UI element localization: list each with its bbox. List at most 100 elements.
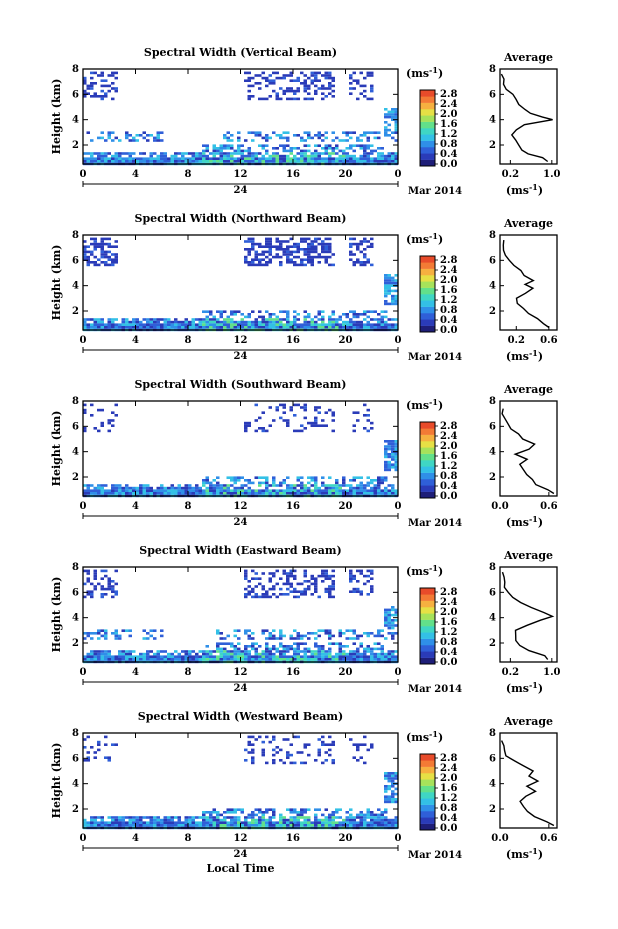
heatmap-cell <box>289 753 293 757</box>
average-x-label: (ms-1) <box>506 514 543 529</box>
heatmap-cell <box>100 323 104 326</box>
heatmap-cell <box>90 87 94 90</box>
heatmap-cell <box>307 818 311 822</box>
heatmap-cell <box>261 811 265 814</box>
heatmap-cell <box>345 320 349 324</box>
heatmap-cell <box>244 429 248 433</box>
heatmap-cell <box>202 489 206 492</box>
heatmap-cell <box>146 821 150 824</box>
heatmap-cell <box>331 492 335 495</box>
heatmap-cell <box>391 621 395 625</box>
heatmap-cell <box>387 468 391 472</box>
heatmap-cell <box>303 240 307 243</box>
heatmap-cell <box>156 821 160 824</box>
heatmap-cell <box>153 658 157 661</box>
heatmap-cell <box>363 134 367 137</box>
heatmap-cell <box>90 632 94 635</box>
heatmap-cell <box>366 74 370 77</box>
heatmap-cell <box>286 315 290 319</box>
heatmap-cell <box>205 318 209 321</box>
heatmap-cell <box>300 263 304 267</box>
heatmap-cell <box>247 313 251 316</box>
heatmap-cell <box>272 131 276 134</box>
heatmap-cell <box>219 315 223 319</box>
heatmap-cell <box>391 779 395 783</box>
heatmap-cell <box>202 811 206 814</box>
heatmap-cell <box>107 255 111 259</box>
heatmap-cell <box>156 320 160 324</box>
heatmap-cell <box>321 818 325 822</box>
heatmap-cell <box>272 419 276 422</box>
heatmap-cell <box>282 738 286 741</box>
heatmap-cell <box>307 242 311 246</box>
heatmap-cell <box>104 735 108 739</box>
heatmap-cell <box>230 484 234 487</box>
heatmap-cell <box>275 152 279 155</box>
heatmap-cell <box>359 154 363 158</box>
heatmap-cell <box>202 658 206 661</box>
heatmap-cell <box>261 595 265 599</box>
heatmap-cell <box>366 414 370 417</box>
heatmap-cell <box>324 87 328 90</box>
heatmap-cell <box>198 318 202 321</box>
heatmap-cell <box>90 242 94 246</box>
heatmap-cell <box>366 655 370 658</box>
heatmap-cell <box>233 152 237 155</box>
heatmap-cell <box>160 326 164 329</box>
heatmap-cell <box>223 811 227 814</box>
heatmap-cell <box>373 131 377 134</box>
heatmap-cell <box>167 655 171 658</box>
heatmap-cell <box>370 577 374 580</box>
heatmap-cell <box>363 743 367 746</box>
heatmap-cell <box>356 637 360 640</box>
colorbar-tick-label: 1.6 <box>440 617 457 628</box>
heatmap-cell <box>93 82 97 85</box>
heatmap-cell <box>296 813 300 817</box>
heatmap-cell <box>342 655 346 658</box>
heatmap-cell <box>268 580 272 583</box>
heatmap-cell <box>342 632 346 635</box>
heatmap-cell <box>188 484 192 487</box>
heatmap-cell <box>219 154 223 158</box>
heatmap-cell <box>205 157 209 160</box>
heatmap-cell <box>391 289 395 293</box>
heatmap-cell <box>387 152 391 155</box>
heatmap-cell <box>307 245 311 248</box>
heatmap-cell <box>223 152 227 155</box>
heatmap-cell <box>373 157 377 160</box>
heatmap-cell <box>338 315 342 319</box>
heatmap-cell <box>349 237 353 241</box>
heatmap-cell <box>247 147 251 150</box>
heatmap-cell <box>307 144 311 147</box>
heatmap-cell <box>265 652 269 656</box>
heatmap-cell <box>352 323 356 326</box>
heatmap-cell <box>268 655 272 658</box>
heatmap-cell <box>289 245 293 248</box>
heatmap-cell <box>100 160 104 163</box>
heatmap-cell <box>125 318 129 321</box>
heatmap-cell <box>240 157 244 160</box>
heatmap-cell <box>394 279 398 282</box>
heatmap-cell <box>247 261 251 264</box>
heatmap-cell <box>286 421 290 425</box>
heatmap-cell <box>380 326 384 329</box>
heatmap-cell <box>93 427 97 430</box>
heatmap-cell <box>279 813 283 817</box>
heatmap-cell <box>331 743 335 746</box>
average-x-tick-label: 1.0 <box>543 169 560 180</box>
heatmap-cell <box>86 634 90 638</box>
heatmap-cell <box>188 821 192 824</box>
x-tick-label: 8 <box>185 501 192 512</box>
heatmap-cell <box>324 147 328 150</box>
heatmap-cell <box>219 655 223 658</box>
heatmap-cell <box>286 753 290 757</box>
heatmap-cell <box>230 476 234 479</box>
heatmap-cell <box>261 326 265 329</box>
heatmap-cell <box>314 818 318 822</box>
heatmap-cell <box>335 152 339 155</box>
heatmap-cell <box>366 489 370 492</box>
heatmap-cell <box>387 318 391 321</box>
heatmap-cell <box>114 258 118 261</box>
heatmap-cell <box>352 131 356 134</box>
heatmap-cell <box>356 258 360 261</box>
